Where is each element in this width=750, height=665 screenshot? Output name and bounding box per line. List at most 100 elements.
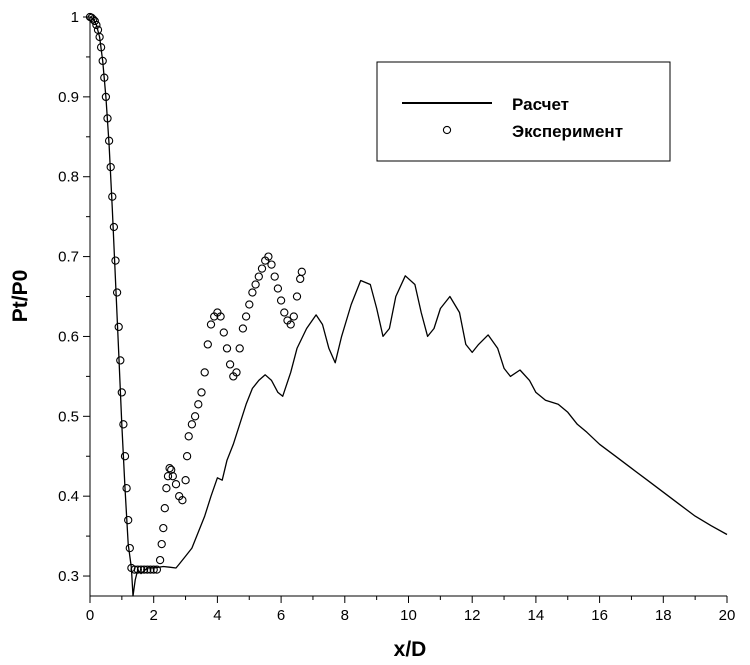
legend-circle-swatch [442,125,452,135]
scatter-point [163,472,173,481]
scatter-point [276,296,286,305]
scatter-point [280,308,289,317]
scatter-point [200,368,209,377]
y-tick-label: 0.7 [58,249,79,266]
scatter-point [157,539,166,549]
scatter-point [292,292,302,301]
x-tick-label: 20 [719,607,736,624]
scatter-point [162,484,171,493]
x-tick-label: 16 [591,607,608,624]
scatter-point [124,515,133,525]
scatter-point [114,322,123,332]
scatter-point [270,272,279,281]
scatter-point [103,114,112,123]
scatter-point [165,464,174,473]
scatter-point [119,420,128,429]
legend-label-eksperiment: Эксперимент [512,122,623,141]
scatter-point [257,264,267,273]
scatter-point [254,272,263,281]
scatter-point [251,280,260,289]
scatter-point [216,312,225,321]
scatter-point [197,388,206,397]
scatter-point [178,496,187,505]
scatter-point [267,260,276,269]
scatter-point [203,340,212,349]
y-axis-title: Pt/P0 [9,270,32,323]
scatter-point [146,565,155,574]
scatter-point [219,328,228,337]
scatter-point [194,400,203,409]
scatter-point [182,452,192,461]
x-axis-title: x/D [394,638,427,661]
x-tick-label: 8 [341,607,349,624]
scatter-point [101,92,111,102]
scatter-point [264,252,273,261]
series-scatter-eksperiment [85,12,306,574]
scatter-point [241,312,251,321]
scatter-point [143,565,152,574]
scatter-point [92,20,101,30]
scatter-point [206,320,216,329]
x-tick-label: 10 [400,607,417,624]
scatter-point [190,412,200,421]
scatter-point [171,480,181,489]
x-tick-label: 14 [528,607,545,624]
y-tick-label: 1 [71,9,79,26]
scatter-point [96,43,106,52]
scatter-point [95,32,104,42]
x-tick-label: 12 [464,607,481,624]
scatter-point [98,56,107,66]
y-tick-label: 0.8 [58,169,79,186]
scatter-point [232,368,241,377]
scatter-point [117,388,126,397]
scatter-point [160,504,169,513]
y-tick-label: 0.5 [58,408,79,425]
scatter-point [139,565,149,574]
scatter-point [297,267,306,276]
scatter-point [184,432,193,441]
scatter-point [133,565,142,574]
x-tick-label: 2 [150,607,158,624]
series-line-path [89,16,728,597]
scatter-point [235,344,244,353]
x-tick-label: 6 [277,607,285,624]
scatter-point [155,555,165,565]
scatter-point [116,356,125,365]
y-tick-label: 0.9 [58,89,79,106]
legend-label-raschet: Расчет [512,95,569,114]
y-tick-label: 0.3 [58,568,79,585]
scatter-point [245,300,254,309]
scatter-point [181,476,190,485]
x-axis: 0 2 4 6 8 10 12 14 16 18 20 [86,596,736,624]
x-tick-label: 4 [213,607,221,624]
y-axis: 0.3 0.4 0.5 0.6 0.7 0.8 0.9 1 [58,9,90,585]
legend: Расчет Эксперимент [376,61,671,162]
legend-box [376,61,671,162]
scatter-point [130,565,139,574]
scatter-point [149,565,158,574]
scatter-point [152,565,162,574]
x-tick-label: 18 [655,607,672,624]
scatter-point [112,288,122,297]
scatter-point [168,472,177,481]
y-tick-label: 0.6 [58,328,79,345]
scatter-point [225,360,235,369]
scatter-point [273,284,283,293]
scatter-point [120,452,130,461]
scatter-point [104,136,114,145]
scatter-point [248,288,257,297]
scatter-point [111,256,120,265]
scatter-point [108,192,117,201]
scatter-point [222,344,232,353]
scatter-point [100,73,109,82]
scatter-point [90,16,99,26]
scatter-point [122,484,131,493]
scatter-point [296,274,305,284]
scatter-point [238,324,248,333]
scatter-point [286,320,295,329]
scatter-point [187,420,197,429]
y-tick-label: 0.4 [58,488,79,505]
x-tick-label: 0 [86,607,94,624]
scatter-point [109,222,119,232]
